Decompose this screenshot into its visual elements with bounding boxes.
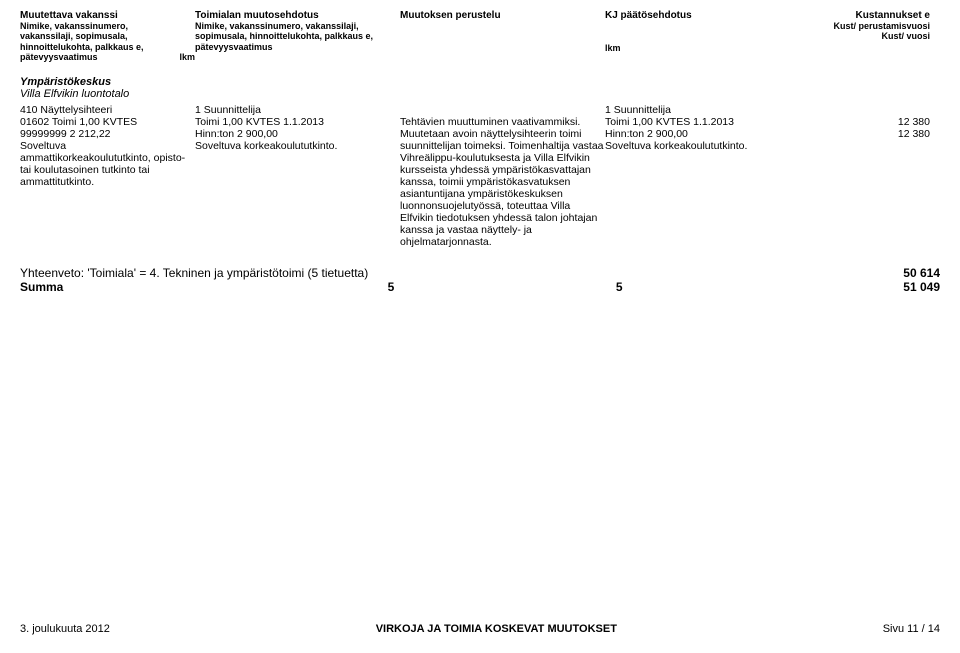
c2-l1: 1 Suunnittelija [195,104,400,116]
c5-l2: 12 380 [765,116,930,128]
c3-text: Tehtävien muuttuminen vaativammiksi. Muu… [400,116,605,248]
c1-l1: 410 Näyttelysihteeri [20,104,195,116]
footer: 3. joulukuuta 2012 VIRKOJA JA TOIMIA KOS… [20,623,940,635]
data-col2: 1 Suunnittelija Toimi 1,00 KVTES 1.1.201… [195,104,400,248]
c2-l3: Hinn:ton 2 900,00 [195,128,400,140]
footer-left: 3. joulukuuta 2012 [20,623,110,635]
unit-name: Villa Elfvikin luontotalo [20,88,940,100]
header-col2: Toimialan muutosehdotus Nimike, vakanssi… [195,10,400,62]
sum1-val: 50 614 [785,266,940,280]
c4-l4: Soveltuva korkeakoulututkinto. [605,140,765,152]
h3-title: Muutoksen perustelu [400,10,605,21]
h4-sub: lkm [605,43,765,53]
c1-l2: 01602 Toimi 1,00 KVTES [20,116,195,128]
h5-sub1: Kust/ perustamisvuosi [765,21,930,31]
c2-l2: Toimi 1,00 KVTES 1.1.2013 [195,116,400,128]
header-col5: Kustannukset e Kust/ perustamisvuosi Kus… [765,10,930,62]
h5-title: Kustannukset e [765,10,930,21]
header-col1: Muutettava vakanssi Nimike, vakanssinume… [20,10,195,62]
h1-title: Muutettava vakanssi [20,10,195,21]
data-col5: 12 380 12 380 [765,104,930,248]
header-col4: KJ päätösehdotus lkm [605,10,765,62]
c4-l1: 1 Suunnittelija [605,104,765,116]
c1-l3: 99999999 2 212,22 [20,128,195,140]
c2-l4: Soveltuva korkeakoulututkinto. [195,140,400,152]
footer-center: VIRKOJA JA TOIMIA KOSKEVAT MUUTOKSET [376,623,617,635]
h2-title: Toimialan muutosehdotus [195,10,400,21]
summary-row-1: Yhteenveto: 'Toimiala' = 4. Tekninen ja … [20,266,940,280]
c4-l2: Toimi 1,00 KVTES 1.1.2013 [605,116,765,128]
h5-sub2: Kust/ vuosi [765,31,930,41]
h1-lkm: lkm [175,52,195,62]
org-name: Ympäristökeskus [20,76,940,88]
sum2-mid1: 5 [388,280,586,294]
header-col3: Muutoksen perustelu [400,10,605,62]
c1-rest: Soveltuva ammattikorkeakoulututkinto, op… [20,140,195,188]
summary-row-2: Summa 5 5 51 049 [20,280,940,294]
data-row: 410 Näyttelysihteeri 01602 Toimi 1,00 KV… [20,104,940,248]
footer-right: Sivu 11 / 14 [883,623,940,635]
header-row: Muutettava vakanssi Nimike, vakanssinume… [20,10,940,62]
c4-l3: Hinn:ton 2 900,00 [605,128,765,140]
sum1-label: Yhteenveto: 'Toimiala' = 4. Tekninen ja … [20,266,400,280]
sum2-label: Summa [20,280,388,294]
c5-l3: 12 380 [765,128,930,140]
sum2-val: 51 049 [790,280,940,294]
section-block: Ympäristökeskus Villa Elfvikin luontotal… [20,76,940,248]
data-col1: 410 Näyttelysihteeri 01602 Toimi 1,00 KV… [20,104,195,248]
h1-sub: Nimike, vakanssinumero, vakanssilaji, so… [20,21,175,62]
h4-title: KJ päätösehdotus [605,10,765,21]
data-col3: Tehtävien muuttuminen vaativammiksi. Muu… [400,104,605,248]
h2-sub: Nimike, vakanssinumero, vakanssilaji, so… [195,21,400,52]
sum2-mid2: 5 [586,280,790,294]
summary-block: Yhteenveto: 'Toimiala' = 4. Tekninen ja … [20,266,940,294]
data-col4: 1 Suunnittelija Toimi 1,00 KVTES 1.1.201… [605,104,765,248]
